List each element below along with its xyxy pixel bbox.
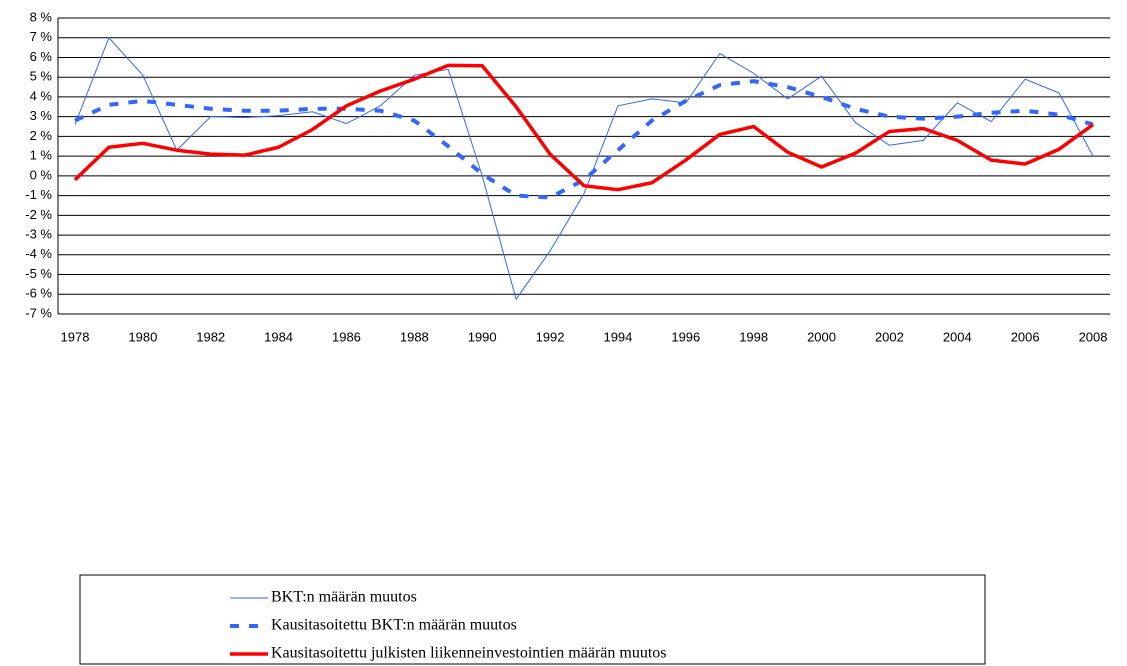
y-tick-label: 1 % — [30, 148, 53, 163]
x-tick-label: 1978 — [61, 329, 90, 344]
y-tick-label: -7 % — [25, 305, 52, 320]
y-tick-label: 5 % — [30, 69, 53, 84]
series-line — [74, 79, 1094, 200]
x-tick-label: 1998 — [739, 329, 768, 344]
y-tick-label: 4 % — [30, 88, 53, 103]
x-tick-label: 1984 — [264, 329, 293, 344]
legend: BKT:n määrän muutos Kausitasoitettu BKT:n… — [230, 589, 666, 662]
y-tick-label: -6 % — [25, 286, 52, 301]
y-tick-label: -1 % — [25, 187, 52, 202]
legend-label: Kausitasoitettu julkisten liikenneinvest… — [271, 645, 666, 662]
x-tick-label: 2000 — [807, 329, 836, 344]
x-tick-label: 1988 — [400, 329, 429, 344]
y-tick-label: -4 % — [25, 246, 52, 261]
x-tick-label: 1992 — [536, 329, 565, 344]
y-tick-label: 3 % — [30, 108, 53, 123]
legend-label: BKT:n määrän muutos — [271, 589, 417, 606]
y-tick-label: 6 % — [30, 49, 53, 64]
y-tick-label: -3 % — [25, 227, 52, 242]
legend-label: Kausitasoitettu BKT:n määrän muutos — [271, 617, 517, 634]
series-line — [74, 37, 1094, 300]
x-tick-label: 1990 — [468, 329, 497, 344]
x-tick-label: 1986 — [332, 329, 361, 344]
series-line — [73, 63, 1095, 192]
x-tick-label: 2004 — [943, 329, 972, 344]
y-tick-label: 7 % — [30, 29, 53, 44]
x-tick-label: 1982 — [196, 329, 225, 344]
x-tick-label: 2008 — [1079, 329, 1108, 344]
y-tick-label: 0 % — [30, 167, 53, 182]
x-tick-label: 1980 — [128, 329, 157, 344]
legend-box — [79, 574, 986, 665]
y-tick-label: 2 % — [30, 128, 53, 143]
x-tick-label: 2006 — [1011, 329, 1040, 344]
x-tick-label: 1994 — [603, 329, 632, 344]
x-tick-label: 1996 — [671, 329, 700, 344]
y-tick-label: 8 % — [30, 9, 53, 24]
y-tick-label: -2 % — [25, 207, 52, 222]
y-tick-label: -5 % — [25, 266, 52, 281]
x-tick-label: 2002 — [875, 329, 904, 344]
